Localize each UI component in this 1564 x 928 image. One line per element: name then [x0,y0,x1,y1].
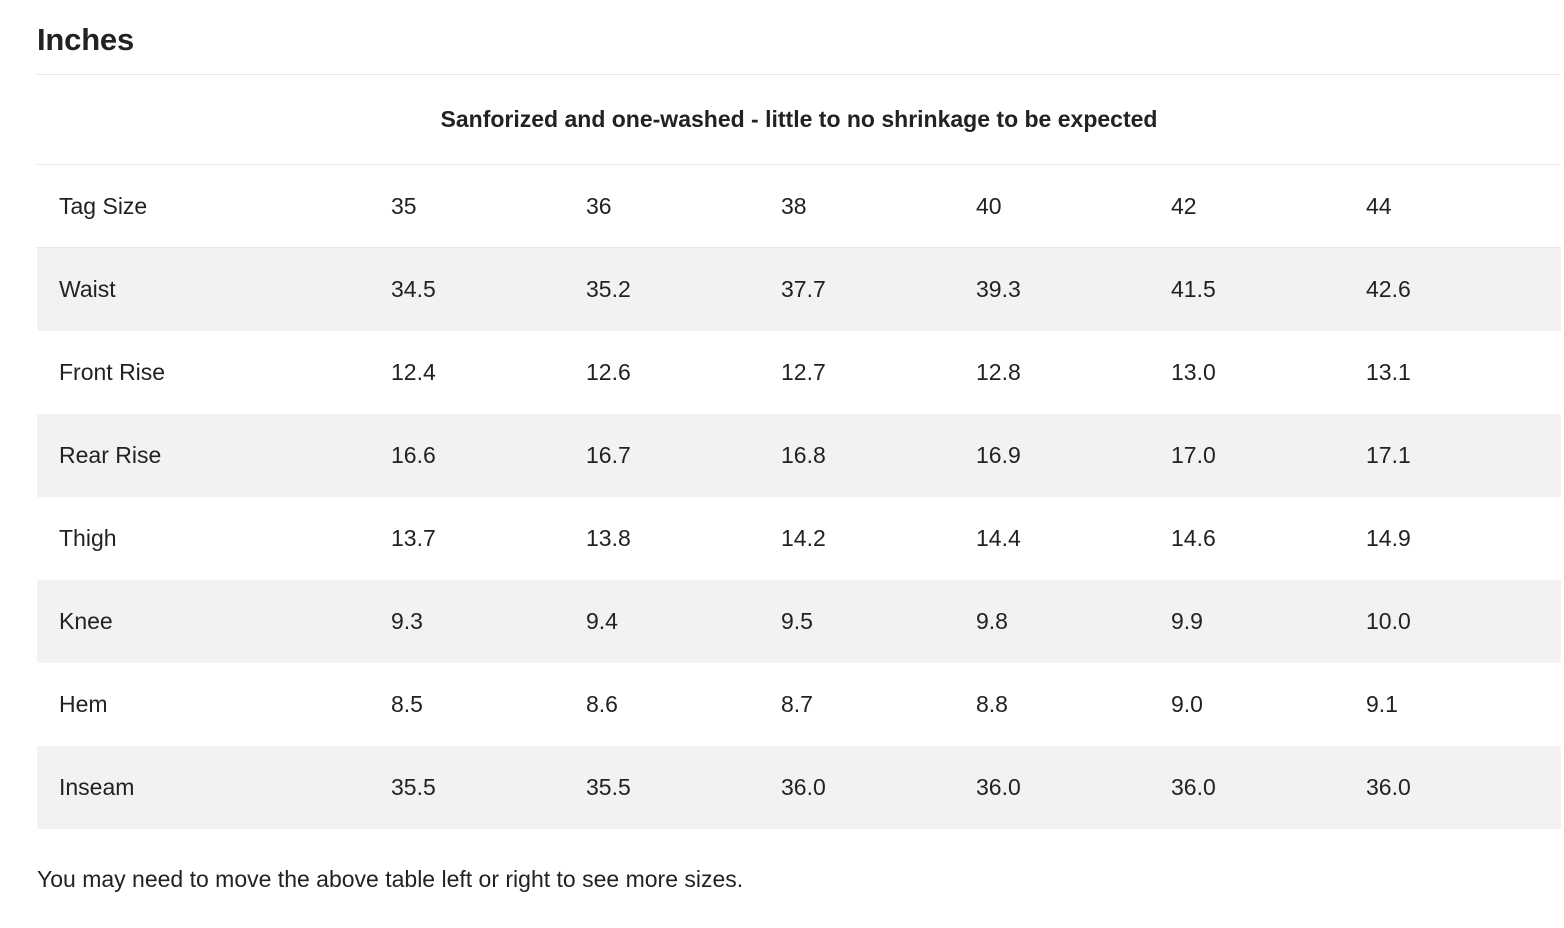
measurement-cell: 13.7 [391,525,436,551]
measurement-cell: 9.5 [781,580,976,663]
measurement-cell: 17.1 [1366,414,1561,497]
table-row: Hem 8.5 8.6 8.7 8.8 9.0 9.1 [37,663,1561,746]
measurement-cell: 34.5 [391,247,586,331]
table-caption: Sanforized and one-washed - little to no… [37,74,1561,165]
table-row: Inseam 35.5 35.5 36.0 36.0 36.0 36.0 [37,746,1561,829]
measurement-cell: 12.6 [586,359,631,385]
measurement-cell: 17.0 [1171,414,1366,497]
measurement-cell: 9.1 [1366,691,1398,717]
measurement-cell: 16.8 [781,414,976,497]
measurement-cell: 13.0 [1171,359,1216,385]
size-table-body: Sanforized and one-washed - little to no… [37,74,1561,829]
measurement-cell: 12.7 [781,359,826,385]
header-size-cell: 36 [586,164,781,248]
measurement-cell: 35.5 [391,746,586,829]
measurement-cell: 9.0 [1171,691,1203,717]
table-row: Thigh 13.7 13.8 14.2 14.4 14.6 14.9 [37,497,1561,580]
measurement-cell: 16.7 [586,414,781,497]
measurement-cell: 36.0 [1171,746,1366,829]
measurement-cell: 14.9 [1366,525,1411,551]
table-row: Knee 9.3 9.4 9.5 9.8 9.9 10.0 [37,580,1561,663]
table-caption-row: Sanforized and one-washed - little to no… [37,74,1561,165]
measurement-cell: 12.8 [976,359,1021,385]
measurement-cell: 8.5 [391,691,423,717]
measurement-cell: 8.6 [586,691,618,717]
measurement-cell: 16.6 [391,414,586,497]
measurement-cell: 8.8 [976,691,1008,717]
row-label-cell: Knee [37,580,391,663]
measurement-cell: 35.2 [586,247,781,331]
header-size-cell: 44 [1366,164,1561,248]
measurement-cell: 9.4 [586,580,781,663]
measurement-cell: 9.9 [1171,580,1366,663]
row-label-cell: Inseam [37,746,391,829]
measurement-cell: 14.2 [781,525,826,551]
measurement-cell: 42.6 [1366,247,1561,331]
measurement-cell: 39.3 [976,247,1171,331]
header-size-cell: 38 [781,164,976,248]
measurement-cell: 13.8 [586,525,631,551]
measurement-cell: 36.0 [976,746,1171,829]
header-size-cell: 40 [976,164,1171,248]
table-row: Waist 34.5 35.2 37.7 39.3 41.5 42.6 [37,247,1561,331]
measurement-cell: 9.3 [391,580,586,663]
measurement-cell: 37.7 [781,247,976,331]
header-size-cell: 42 [1171,164,1366,248]
measurement-cell: 36.0 [781,746,976,829]
measurement-cell: 9.8 [976,580,1171,663]
row-label-cell: Hem [59,691,108,717]
measurement-cell: 14.6 [1171,525,1216,551]
row-label-cell: Front Rise [59,359,166,385]
row-label-cell: Rear Rise [37,414,391,497]
size-table[interactable]: Sanforized and one-washed - little to no… [37,74,1561,829]
measurement-cell: 14.4 [976,525,1021,551]
measurement-cell: 13.1 [1366,359,1411,385]
measurement-cell: 41.5 [1171,247,1366,331]
row-label-cell: Thigh [59,525,117,551]
scroll-hint-note: You may need to move the above table lef… [37,866,744,892]
header-size-cell: 35 [391,164,586,248]
table-header-row: Tag Size 35 36 38 40 42 44 [37,164,1561,248]
measurement-cell: 35.5 [586,746,781,829]
table-row: Front Rise 12.4 12.6 12.7 12.8 13.0 13.1 [37,331,1561,414]
measurement-cell: 36.0 [1366,746,1561,829]
measurement-cell: 10.0 [1366,580,1561,663]
header-label-cell: Tag Size [37,164,391,248]
measurement-cell: 12.4 [391,359,436,385]
table-row: Rear Rise 16.6 16.7 16.8 16.9 17.0 17.1 [37,414,1561,497]
section-heading: Inches [37,22,135,57]
measurement-cell: 8.7 [781,691,813,717]
row-label-cell: Waist [37,247,391,331]
measurement-cell: 16.9 [976,414,1171,497]
